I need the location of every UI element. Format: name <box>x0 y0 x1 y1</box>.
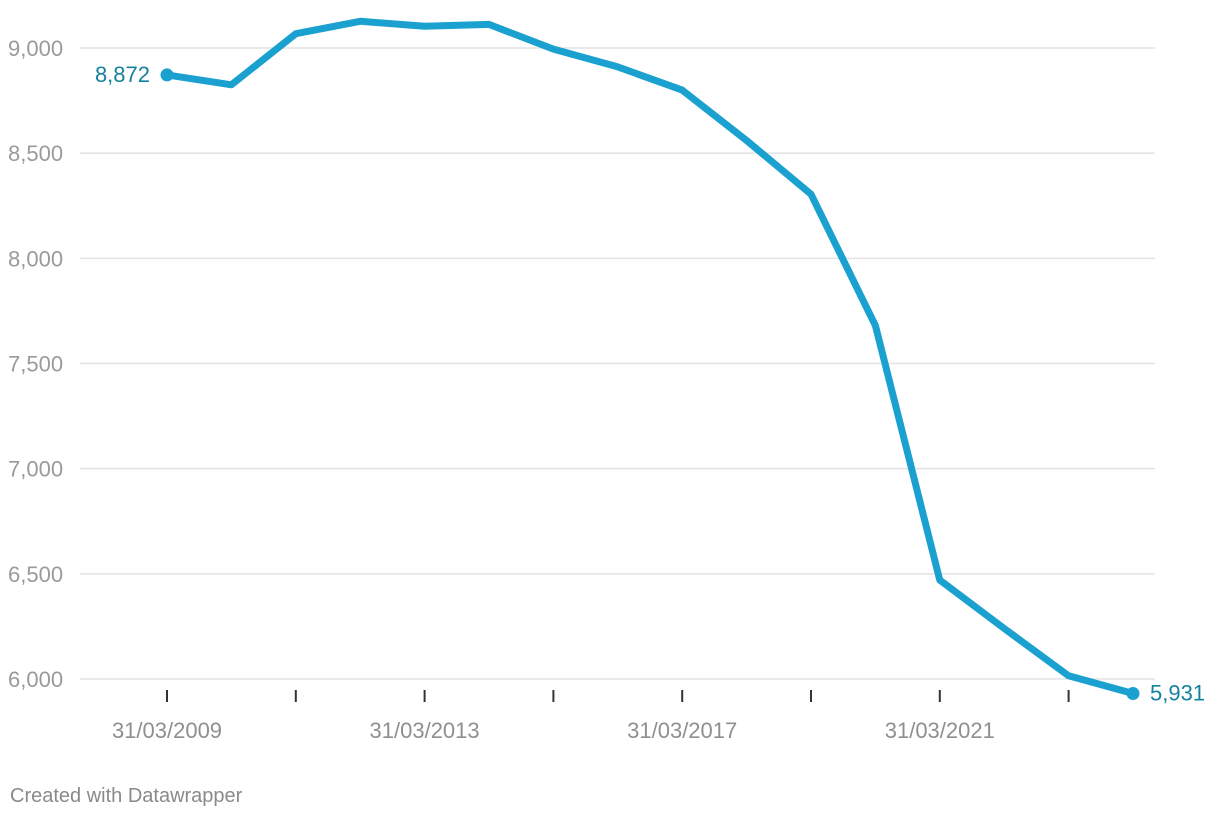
y-tick-label: 7,500 <box>8 352 63 377</box>
y-tick-label: 7,000 <box>8 457 63 482</box>
data-label: 8,872 <box>95 62 150 87</box>
series-line <box>163 17 1137 697</box>
y-tick-label: 6,500 <box>8 562 63 587</box>
data-point <box>1126 687 1140 701</box>
x-axis: 31/03/2009 31/03/2013 31/03/2017 31/03/2021 <box>112 690 1070 743</box>
x-tick-label: 31/03/2021 <box>885 718 995 743</box>
x-tick-label: 31/03/2013 <box>370 718 480 743</box>
y-tick-label: 6,000 <box>8 667 63 692</box>
series-layer <box>160 17 1140 701</box>
data-point <box>160 68 174 82</box>
data-label: 5,931 <box>1150 681 1205 706</box>
y-tick-label: 8,000 <box>8 246 63 271</box>
y-axis: 6,000 6,500 7,000 7,500 8,000 8,500 9,000 <box>8 36 63 692</box>
data-labels: 8,872 5,931 <box>95 62 1205 706</box>
y-tick-label: 9,000 <box>8 36 63 61</box>
x-tick-label: 31/03/2009 <box>112 718 222 743</box>
x-tick-label: 31/03/2017 <box>627 718 737 743</box>
gridlines <box>80 47 1155 680</box>
datawrapper-credit: Created with Datawrapper <box>10 785 243 807</box>
y-tick-label: 8,500 <box>8 141 63 166</box>
